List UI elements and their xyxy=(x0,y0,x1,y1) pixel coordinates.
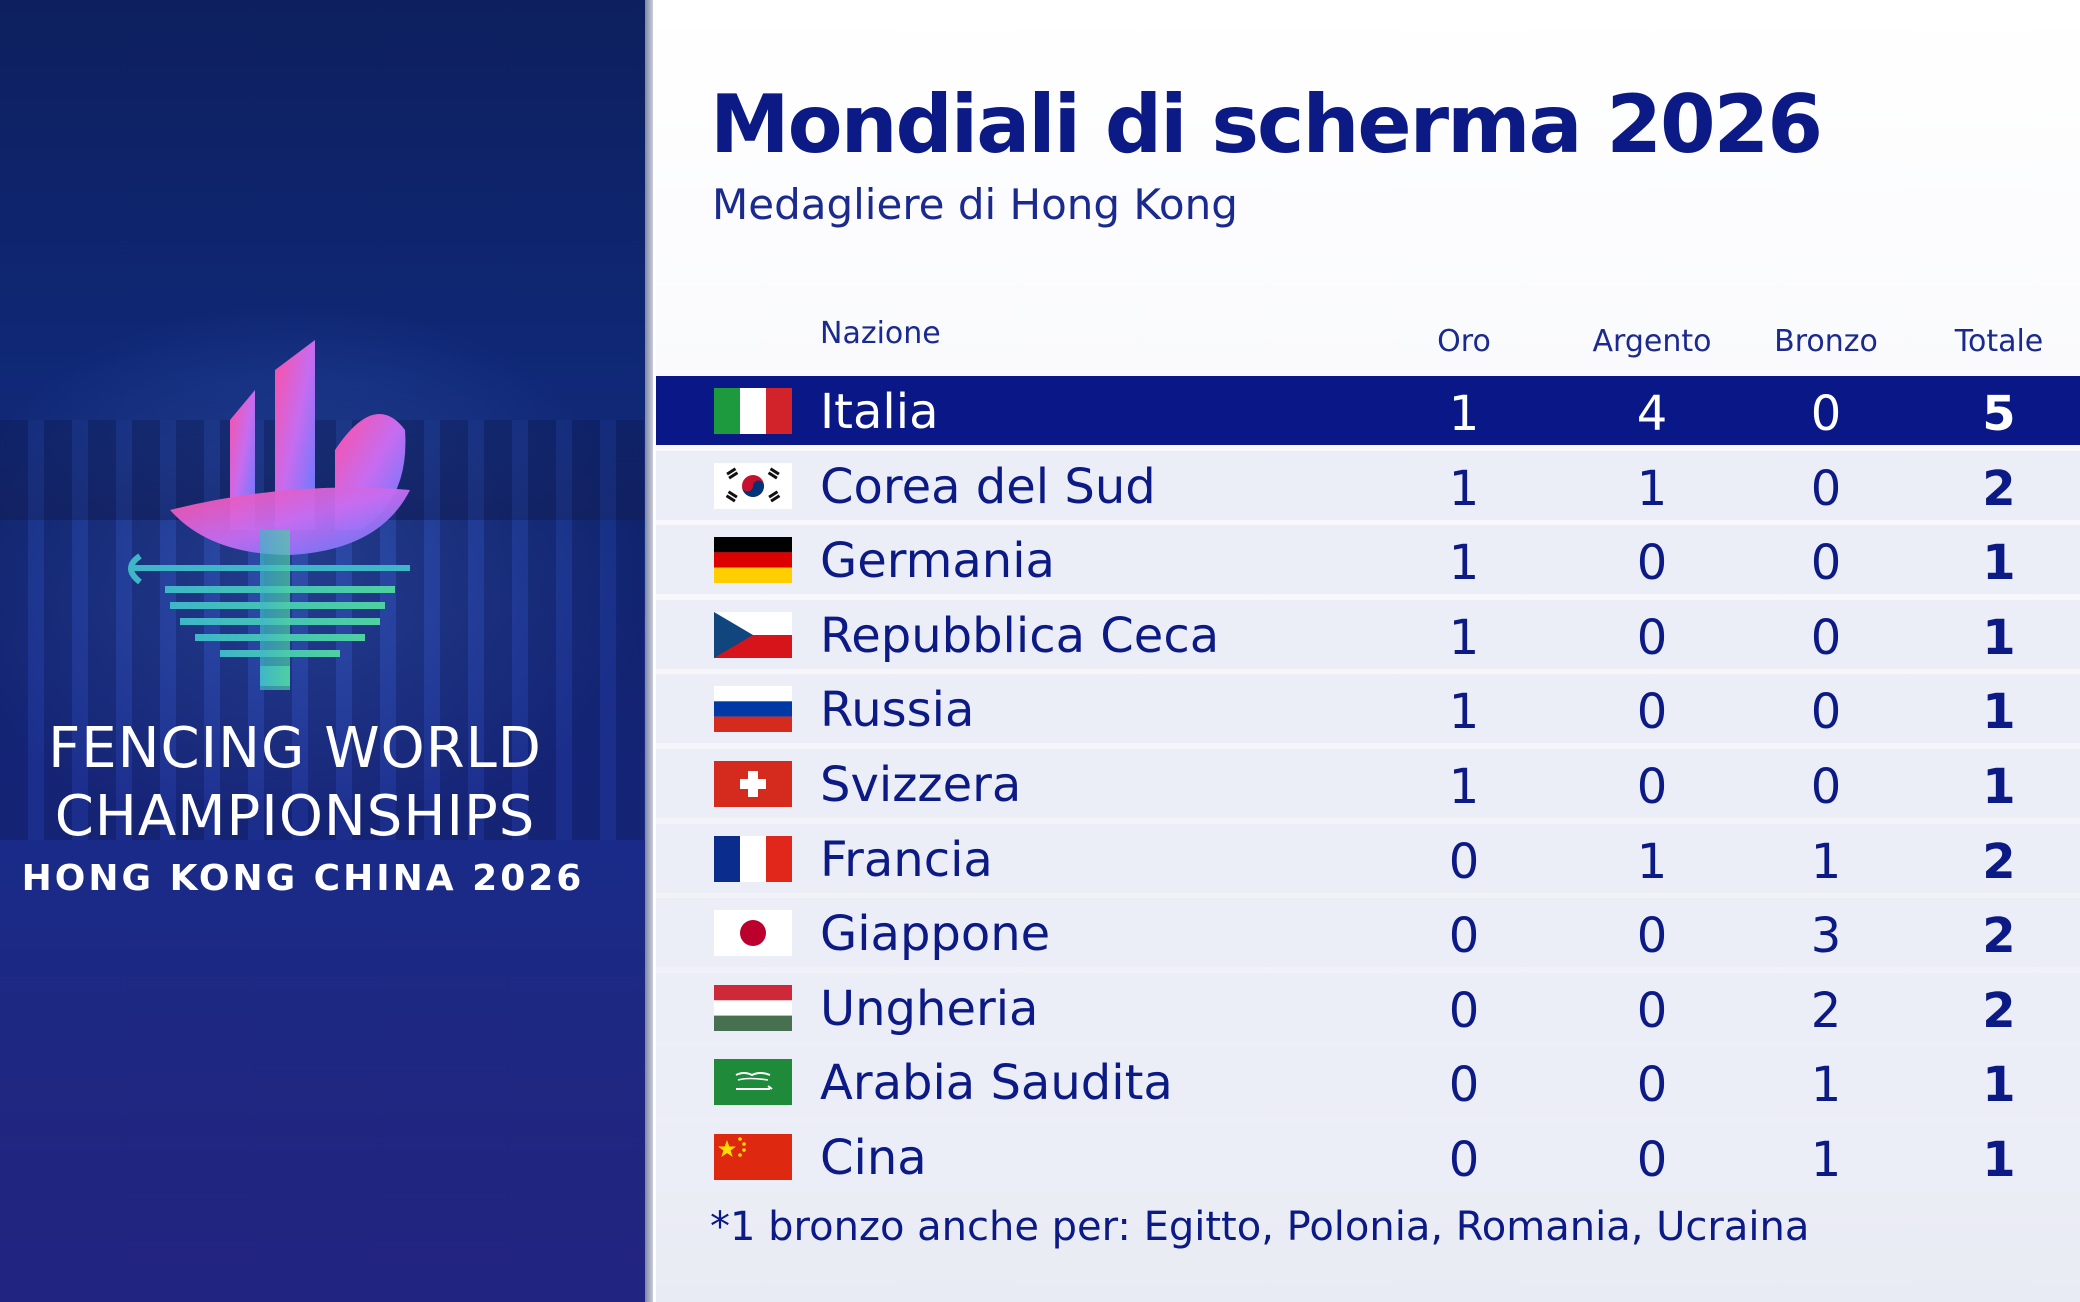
silver-count: 0 xyxy=(1636,908,1668,965)
table-row: Francia 0 1 1 2 xyxy=(656,823,2080,893)
total-count: 2 xyxy=(1982,460,2016,517)
gold-count: 1 xyxy=(1448,758,1480,815)
fencing-championships-logo-icon xyxy=(128,340,410,690)
gold-count: 0 xyxy=(1448,833,1480,890)
gold-count: 0 xyxy=(1448,1131,1480,1188)
nation-name: Svizzera xyxy=(820,756,1022,813)
gold-count: 1 xyxy=(1448,609,1480,666)
bronze-count: 3 xyxy=(1810,908,1842,965)
germany-flag-icon xyxy=(714,537,792,584)
event-title-line-2: CHAMPIONSHIPS xyxy=(54,784,536,849)
panel-divider xyxy=(645,0,653,1302)
nation-name: Francia xyxy=(820,831,993,888)
bronze-count: 2 xyxy=(1810,982,1842,1039)
column-header-total: Totale xyxy=(1954,324,2044,359)
total-count: 2 xyxy=(1982,982,2016,1039)
gold-count: 1 xyxy=(1448,386,1480,442)
bronze-count: 0 xyxy=(1810,758,1842,815)
medal-table: Italia 1 4 0 5 xyxy=(656,376,2080,1197)
nation-name: Repubblica Ceca xyxy=(820,607,1220,664)
nation-name: Italia xyxy=(820,384,939,440)
table-row: Svizzera 1 0 0 1 xyxy=(656,748,2080,818)
page-title: Mondiali di scherma 2026 xyxy=(710,78,1823,171)
japan-flag-icon xyxy=(714,910,792,957)
silver-count: 0 xyxy=(1636,1131,1668,1188)
total-count: 1 xyxy=(1982,758,2016,815)
silver-count: 4 xyxy=(1636,386,1668,442)
background-shade xyxy=(0,900,653,1302)
page-subtitle: Medagliere di Hong Kong xyxy=(712,180,1238,229)
column-header-nation: Nazione xyxy=(820,316,941,351)
nation-name: Ungheria xyxy=(820,980,1039,1037)
hungary-flag-icon xyxy=(714,984,792,1031)
silver-count: 0 xyxy=(1636,684,1668,741)
south-korea-flag-icon xyxy=(714,462,792,509)
silver-count: 0 xyxy=(1636,1057,1668,1114)
total-count: 1 xyxy=(1982,684,2016,741)
medal-table-panel: Mondiali di scherma 2026 Medagliere di H… xyxy=(656,0,2080,1302)
saudi-arabia-flag-icon xyxy=(714,1059,792,1106)
table-row: Italia 1 4 0 5 xyxy=(656,376,2080,445)
bronze-count: 1 xyxy=(1810,1057,1842,1114)
table-row: Ungheria 0 0 2 2 xyxy=(656,972,2080,1042)
silver-count: 0 xyxy=(1636,758,1668,815)
italy-flag-icon xyxy=(714,388,792,434)
column-header-gold: Oro xyxy=(1437,324,1491,359)
table-row: Giappone 0 0 3 2 xyxy=(656,898,2080,968)
total-count: 1 xyxy=(1982,1131,2016,1188)
nation-name: Russia xyxy=(820,682,975,739)
bronze-count: 0 xyxy=(1810,609,1842,666)
bronze-count: 0 xyxy=(1810,684,1842,741)
gold-count: 0 xyxy=(1448,908,1480,965)
gold-count: 0 xyxy=(1448,982,1480,1039)
total-count: 1 xyxy=(1982,1057,2016,1114)
bronze-count: 0 xyxy=(1810,386,1842,442)
switzerland-flag-icon xyxy=(714,760,792,807)
nation-name: Giappone xyxy=(820,906,1051,963)
bronze-count: 0 xyxy=(1810,535,1842,592)
nation-name: Arabia Saudita xyxy=(820,1055,1173,1112)
silver-count: 0 xyxy=(1636,535,1668,592)
gold-count: 1 xyxy=(1448,460,1480,517)
total-count: 2 xyxy=(1982,908,2016,965)
table-row: Russia 1 0 0 1 xyxy=(656,674,2080,744)
table-row: Repubblica Ceca 1 0 0 1 xyxy=(656,599,2080,669)
nation-name: Corea del Sud xyxy=(820,458,1156,515)
china-flag-icon xyxy=(714,1133,792,1180)
gold-count: 0 xyxy=(1448,1057,1480,1114)
gold-count: 1 xyxy=(1448,535,1480,592)
table-row: Corea del Sud 1 1 0 2 xyxy=(656,450,2080,520)
nation-name: Germania xyxy=(820,533,1055,590)
nation-name: Cina xyxy=(820,1129,927,1186)
silver-count: 1 xyxy=(1636,833,1668,890)
footnote: *1 bronzo anche per: Egitto, Polonia, Ro… xyxy=(710,1204,1810,1250)
total-count: 1 xyxy=(1982,535,2016,592)
bronze-count: 1 xyxy=(1810,1131,1842,1188)
table-row: Cina 0 0 1 1 xyxy=(656,1121,2080,1191)
total-count: 1 xyxy=(1982,609,2016,666)
table-row: Germania 1 0 0 1 xyxy=(656,525,2080,595)
bronze-count: 0 xyxy=(1810,460,1842,517)
silver-count: 0 xyxy=(1636,982,1668,1039)
russia-flag-icon xyxy=(714,686,792,733)
total-count: 2 xyxy=(1982,833,2016,890)
table-row: Arabia Saudita 0 0 1 1 xyxy=(656,1047,2080,1117)
france-flag-icon xyxy=(714,835,792,882)
column-header-bronze: Bronzo xyxy=(1774,324,1878,359)
gold-count: 1 xyxy=(1448,684,1480,741)
event-location-year: HONG KONG CHINA 2026 xyxy=(21,858,585,899)
event-title-line-1: FENCING WORLD xyxy=(48,716,542,781)
column-header-silver: Argento xyxy=(1592,324,1712,359)
czech-republic-flag-icon xyxy=(714,611,792,658)
silver-count: 1 xyxy=(1636,460,1668,517)
bronze-count: 1 xyxy=(1810,833,1842,890)
event-branding-panel: FENCING WORLD CHAMPIONSHIPS HONG KONG CH… xyxy=(0,0,653,1302)
total-count: 5 xyxy=(1982,386,2016,442)
silver-count: 0 xyxy=(1636,609,1668,666)
